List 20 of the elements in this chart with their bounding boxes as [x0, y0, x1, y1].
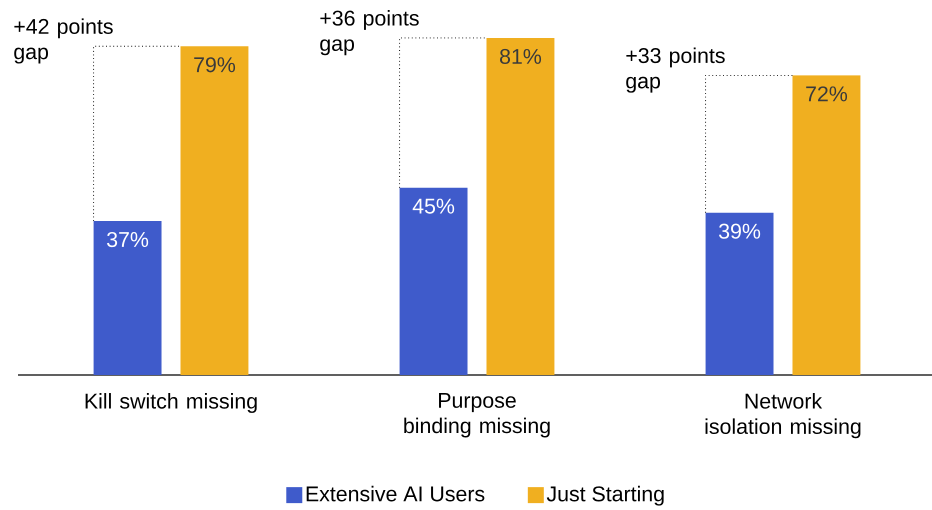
x-tick-label: Purpose binding missing [404, 393, 550, 438]
data-label: 79% [194, 57, 236, 72]
x-tick-label: Network isolation missing [706, 393, 860, 438]
data-label: 39% [719, 224, 760, 239]
legend-label: Just Starting [546, 486, 664, 506]
bar [400, 188, 468, 375]
bar [180, 46, 248, 375]
annotation: +33 points gap [626, 47, 725, 93]
legend-label: Extensive AI Users [306, 486, 484, 502]
data-label: 81% [500, 48, 542, 64]
bar [486, 38, 554, 375]
data-label: 72% [806, 86, 848, 102]
x-tick-label: Kill switch missing [86, 393, 257, 413]
annotation: +36 points gap [320, 10, 419, 56]
bar [94, 221, 162, 375]
data-label: 37% [107, 232, 148, 248]
bar [792, 75, 860, 375]
bar [706, 212, 774, 375]
annotation: +42 points gap [14, 18, 113, 64]
data-label: 45% [412, 198, 454, 214]
